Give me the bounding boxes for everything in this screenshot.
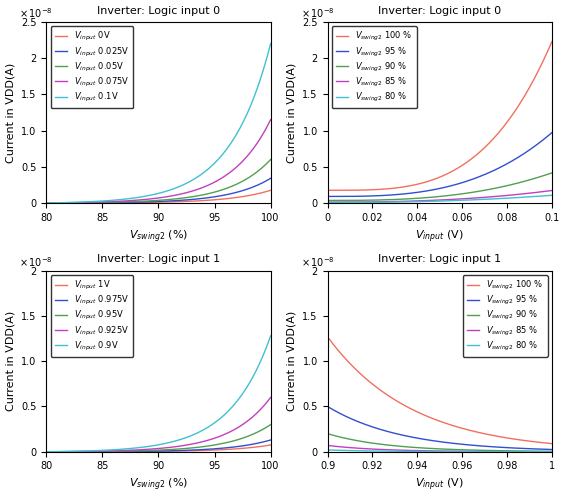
Title: Inverter: Logic input 0: Inverter: Logic input 0	[378, 5, 501, 15]
Y-axis label: Current in VDD(A): Current in VDD(A)	[287, 311, 297, 411]
X-axis label: $V_{swing2}$ (%): $V_{swing2}$ (%)	[129, 477, 188, 494]
X-axis label: $V_{input}$ (V): $V_{input}$ (V)	[415, 228, 464, 245]
Legend: $V_{swing2}$ 100 %, $V_{swing2}$ 95 %, $V_{swing2}$ 90 %, $V_{swing2}$ 85 %, $V_: $V_{swing2}$ 100 %, $V_{swing2}$ 95 %, $…	[332, 26, 416, 108]
Title: Inverter: Logic input 0: Inverter: Logic input 0	[97, 5, 220, 15]
Text: $\times\,10^{-8}$: $\times\,10^{-8}$	[19, 6, 53, 20]
Y-axis label: Current in VDD(A): Current in VDD(A)	[6, 311, 16, 411]
Title: Inverter: Logic input 1: Inverter: Logic input 1	[378, 254, 501, 264]
Legend: $V_{input}$ 0V, $V_{input}$ 0.025V, $V_{input}$ 0.05V, $V_{input}$ 0.075V, $V_{i: $V_{input}$ 0V, $V_{input}$ 0.025V, $V_{…	[50, 26, 133, 108]
Y-axis label: Current in VDD(A): Current in VDD(A)	[6, 62, 16, 163]
Y-axis label: Current in VDD(A): Current in VDD(A)	[287, 62, 297, 163]
Title: Inverter: Logic input 1: Inverter: Logic input 1	[97, 254, 220, 264]
X-axis label: $V_{swing2}$ (%): $V_{swing2}$ (%)	[129, 228, 188, 245]
X-axis label: $V_{input}$ (V): $V_{input}$ (V)	[415, 477, 464, 494]
Legend: $V_{swing2}$ 100 %, $V_{swing2}$ 95 %, $V_{swing2}$ 90 %, $V_{swing2}$ 85 %, $V_: $V_{swing2}$ 100 %, $V_{swing2}$ 95 %, $…	[463, 275, 547, 357]
Text: $\times\,10^{-8}$: $\times\,10^{-8}$	[301, 255, 334, 269]
Text: $\times\,10^{-8}$: $\times\,10^{-8}$	[301, 6, 334, 20]
Legend: $V_{input}$ 1V, $V_{input}$ 0.975V, $V_{input}$ 0.95V, $V_{input}$ 0.925V, $V_{i: $V_{input}$ 1V, $V_{input}$ 0.975V, $V_{…	[50, 275, 133, 357]
Text: $\times\,10^{-8}$: $\times\,10^{-8}$	[19, 255, 53, 269]
